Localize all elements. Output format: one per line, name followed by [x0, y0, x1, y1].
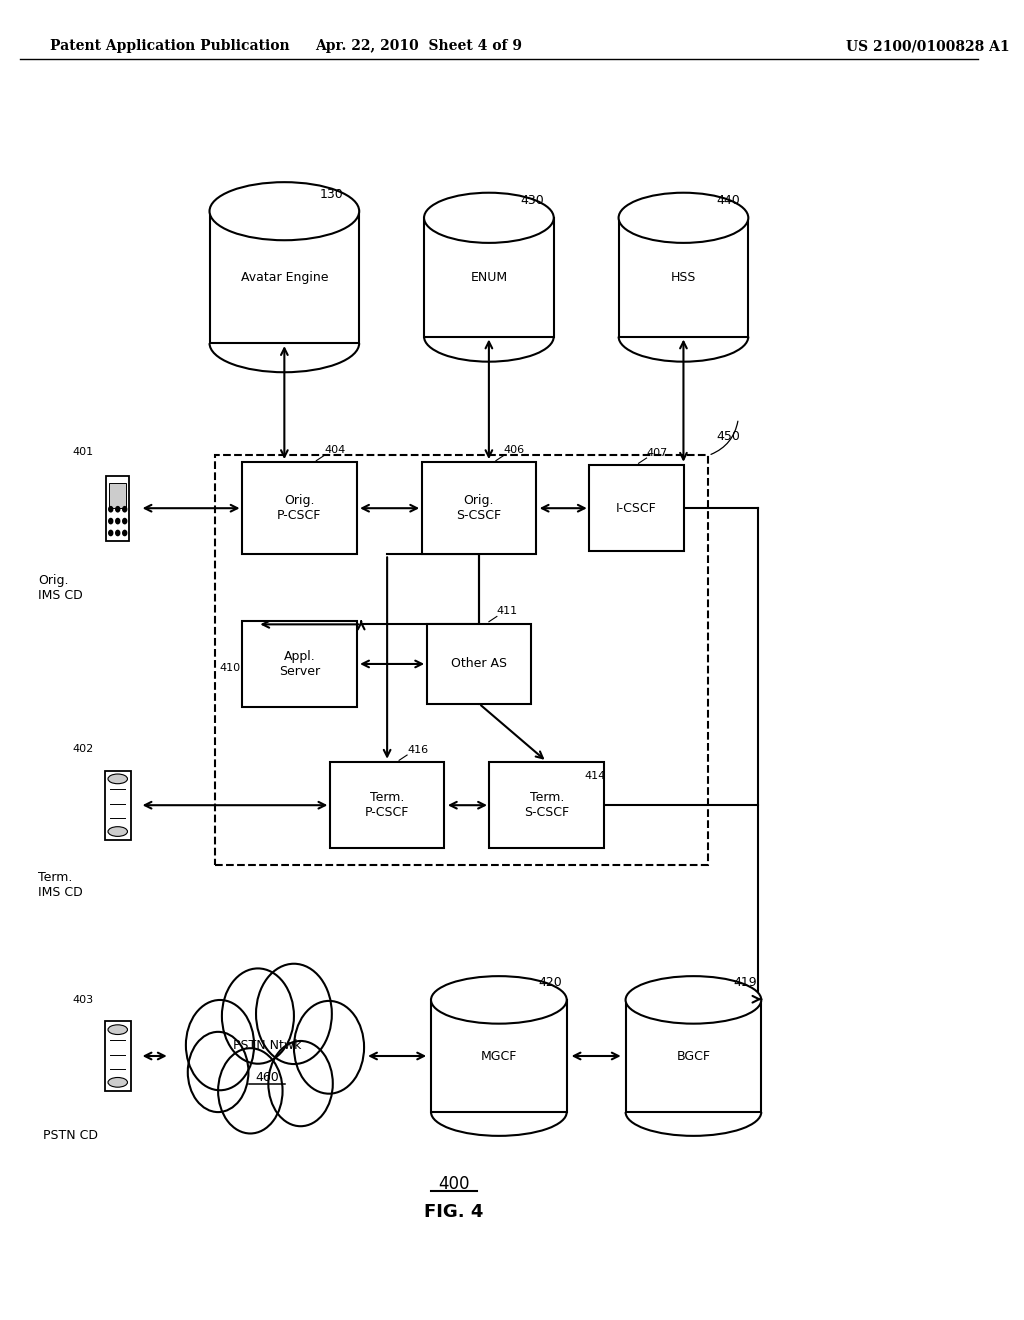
- Circle shape: [109, 519, 113, 524]
- Text: 416: 416: [408, 744, 428, 755]
- Text: 414: 414: [585, 771, 606, 781]
- Text: 420: 420: [539, 977, 562, 990]
- Ellipse shape: [424, 193, 554, 243]
- Text: Other AS: Other AS: [451, 657, 507, 671]
- Ellipse shape: [108, 826, 127, 837]
- Text: I-CSCF: I-CSCF: [616, 502, 657, 515]
- Polygon shape: [110, 483, 126, 508]
- Circle shape: [116, 531, 120, 536]
- Text: Orig.
IMS CD: Orig. IMS CD: [38, 574, 83, 602]
- Polygon shape: [618, 218, 749, 337]
- FancyBboxPatch shape: [422, 462, 537, 554]
- FancyBboxPatch shape: [242, 620, 356, 708]
- Circle shape: [116, 519, 120, 524]
- Polygon shape: [210, 211, 359, 343]
- Text: ENUM: ENUM: [470, 271, 508, 284]
- Text: US 2100/0100828 A1: US 2100/0100828 A1: [846, 40, 1010, 53]
- Text: 400: 400: [438, 1175, 470, 1193]
- Text: 401: 401: [73, 447, 94, 458]
- Text: 430: 430: [521, 194, 545, 207]
- FancyBboxPatch shape: [330, 762, 444, 847]
- Text: Apr. 22, 2010  Sheet 4 of 9: Apr. 22, 2010 Sheet 4 of 9: [315, 40, 522, 53]
- Circle shape: [187, 1032, 249, 1111]
- Text: MGCF: MGCF: [480, 1049, 517, 1063]
- Ellipse shape: [618, 193, 749, 243]
- Text: 403: 403: [73, 995, 94, 1006]
- Ellipse shape: [108, 1024, 127, 1035]
- Text: 411: 411: [497, 606, 518, 616]
- Text: Term.
P-CSCF: Term. P-CSCF: [365, 791, 410, 820]
- FancyBboxPatch shape: [427, 624, 531, 704]
- Text: 402: 402: [73, 744, 94, 755]
- Circle shape: [256, 964, 332, 1064]
- Text: HSS: HSS: [671, 271, 696, 284]
- Polygon shape: [431, 1001, 566, 1111]
- Text: 460: 460: [256, 1071, 280, 1084]
- Text: BGCF: BGCF: [677, 1049, 711, 1063]
- Text: 450: 450: [717, 429, 740, 442]
- FancyBboxPatch shape: [242, 462, 356, 554]
- Ellipse shape: [626, 977, 761, 1024]
- Polygon shape: [424, 218, 554, 337]
- Text: Term.
S-CSCF: Term. S-CSCF: [524, 791, 569, 820]
- Circle shape: [186, 1001, 254, 1090]
- Circle shape: [109, 531, 113, 536]
- Circle shape: [123, 507, 127, 512]
- Circle shape: [123, 519, 127, 524]
- Text: Patent Application Publication: Patent Application Publication: [50, 40, 290, 53]
- Circle shape: [116, 507, 120, 512]
- Text: 440: 440: [717, 194, 740, 207]
- Polygon shape: [626, 1001, 761, 1111]
- Circle shape: [109, 507, 113, 512]
- Ellipse shape: [210, 182, 359, 240]
- Ellipse shape: [108, 1077, 127, 1088]
- Text: Orig.
P-CSCF: Orig. P-CSCF: [278, 494, 322, 523]
- Text: PSTN CD: PSTN CD: [43, 1129, 98, 1142]
- Text: 410: 410: [219, 663, 241, 673]
- Circle shape: [123, 531, 127, 536]
- Text: FIG. 4: FIG. 4: [424, 1203, 483, 1221]
- Polygon shape: [106, 475, 129, 541]
- Ellipse shape: [108, 774, 127, 784]
- Circle shape: [268, 1041, 333, 1126]
- Circle shape: [222, 969, 294, 1064]
- Text: Term.
IMS CD: Term. IMS CD: [38, 871, 83, 899]
- Text: 406: 406: [504, 445, 525, 455]
- Circle shape: [294, 1001, 365, 1094]
- Text: 404: 404: [325, 445, 345, 455]
- FancyBboxPatch shape: [489, 762, 604, 847]
- Text: 407: 407: [646, 447, 668, 458]
- Text: 130: 130: [319, 187, 343, 201]
- Polygon shape: [104, 771, 131, 840]
- Text: Avatar Engine: Avatar Engine: [241, 271, 328, 284]
- Text: 419: 419: [733, 977, 757, 990]
- Text: PSTN Ntwk: PSTN Ntwk: [233, 1039, 302, 1052]
- Text: Orig.
S-CSCF: Orig. S-CSCF: [457, 494, 502, 523]
- FancyBboxPatch shape: [589, 466, 684, 552]
- Text: Appl.
Server: Appl. Server: [279, 649, 319, 678]
- Circle shape: [218, 1048, 283, 1134]
- Polygon shape: [104, 1022, 131, 1090]
- Ellipse shape: [431, 977, 566, 1024]
